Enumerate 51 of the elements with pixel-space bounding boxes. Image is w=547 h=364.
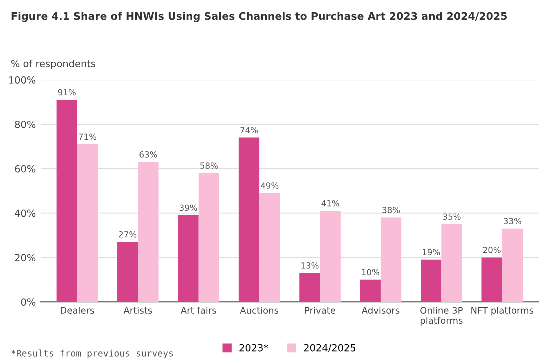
data-label: 20% bbox=[483, 247, 501, 254]
data-label: 91% bbox=[58, 89, 76, 96]
bar bbox=[442, 224, 462, 302]
data-label: 74% bbox=[240, 127, 258, 134]
x-tick-label: Online 3P platforms bbox=[420, 306, 463, 326]
chart-title: Figure 4.1 Share of HNWIs Using Sales Channels to Purchase Art 2023 and 2024/2025 bbox=[12, 12, 507, 22]
data-label: 27% bbox=[119, 231, 137, 238]
x-tick-label: Art fairs bbox=[180, 306, 216, 314]
y-tick-label: 20% bbox=[15, 254, 36, 262]
bar bbox=[238, 138, 260, 302]
y-tick-label: 100% bbox=[9, 76, 36, 84]
data-label: 58% bbox=[200, 162, 218, 169]
text: *Results from previous surveys bbox=[12, 350, 174, 359]
data-label: 49% bbox=[261, 182, 279, 189]
data-label: 38% bbox=[382, 207, 400, 214]
x-tick-label: NFT platforms bbox=[472, 306, 534, 316]
bar bbox=[320, 211, 341, 302]
x-tick-label: Dealers bbox=[61, 306, 94, 314]
data-label: 35% bbox=[443, 214, 461, 220]
y-tick-label: 80% bbox=[15, 120, 36, 128]
data-label: 13% bbox=[302, 262, 319, 269]
data-label: 63% bbox=[140, 152, 158, 158]
data-label: 71% bbox=[79, 134, 97, 140]
bar bbox=[360, 280, 381, 302]
bar bbox=[198, 173, 220, 302]
x-tick-label: Private bbox=[305, 306, 336, 314]
x-tick-label: Auctions bbox=[240, 306, 279, 314]
legend-label: 2024/2025 bbox=[304, 344, 356, 352]
data-label: 39% bbox=[180, 204, 198, 212]
y-tick-label: 40% bbox=[15, 210, 36, 218]
legend-label: 2023* bbox=[240, 344, 268, 352]
bar bbox=[118, 242, 138, 302]
bar bbox=[300, 273, 320, 302]
bar bbox=[138, 162, 159, 302]
data-label: 19% bbox=[423, 249, 440, 256]
bar bbox=[380, 218, 402, 302]
bar bbox=[56, 100, 78, 302]
bar bbox=[502, 228, 524, 302]
y-tick-label: 60% bbox=[15, 165, 36, 173]
x-tick-label: Advisors bbox=[362, 306, 400, 314]
bar bbox=[178, 216, 199, 302]
data-label: 10% bbox=[362, 269, 380, 276]
bar bbox=[482, 258, 502, 302]
bar bbox=[421, 260, 442, 302]
y-tick-label: 0% bbox=[21, 298, 36, 306]
bar bbox=[260, 193, 280, 302]
y-axis-title: % of respondents bbox=[11, 60, 96, 70]
x-tick-label: Artists bbox=[124, 306, 152, 314]
data-label: 41% bbox=[322, 200, 340, 207]
data-label: 33% bbox=[504, 218, 522, 224]
bar bbox=[77, 144, 98, 302]
